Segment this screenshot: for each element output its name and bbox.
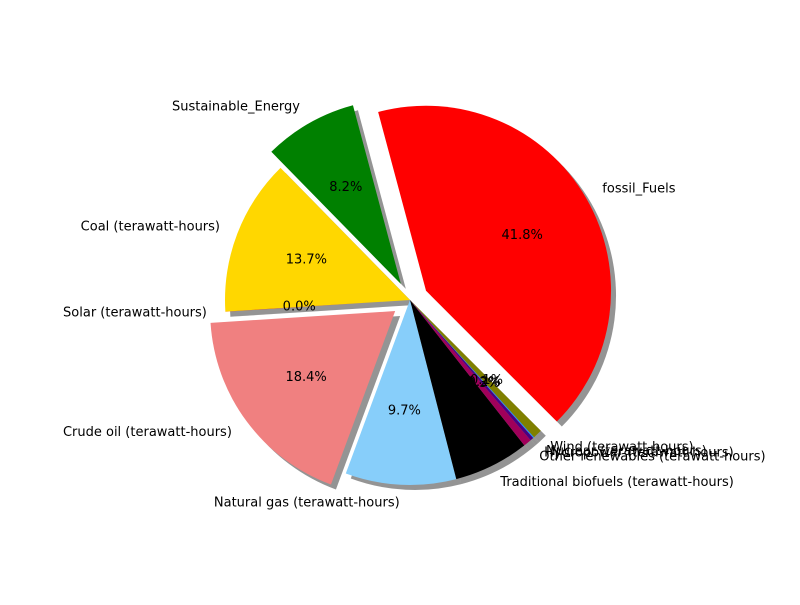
slice-shadow-solar-terawatt-hours xyxy=(230,305,415,317)
slice-label-hydropower-terawatt-hours: Hydropower (terawatt-hours) xyxy=(544,446,734,461)
percent-label-crude-oil-terawatt-hours: 18.4% xyxy=(285,370,326,385)
pie-slice-hydropower-terawatt-hours xyxy=(410,300,534,441)
pie-slice-crude-oil-terawatt-hours xyxy=(210,311,396,485)
slice-label-traditional-biofuels-terawatt-hours: Traditional biofuels (terawatt-hours) xyxy=(499,475,734,490)
slice-label-layer: fossil_Fuels Sustainable_Energy Coal (tera… xyxy=(63,100,766,511)
pie-slice-wind-terawatt-hours xyxy=(410,300,541,438)
pie-slice-coal-terawatt-hours xyxy=(224,167,410,312)
slice-label-other-renewables-terawatt-hours: Other renewables (terawatt-hours) xyxy=(539,450,765,465)
pie-slice-sustainable-energy xyxy=(271,105,401,284)
percent-label-sustainable-energy: 8.2% xyxy=(329,180,362,195)
slice-label-crude-oil-terawatt-hours: Crude oil (terawatt-hours) xyxy=(63,425,232,440)
pie-slice-other-renewables-terawatt-hours xyxy=(410,300,531,446)
slice-label-wind-terawatt-hours: Wind (terawatt-hours) xyxy=(550,440,693,455)
pie-slice-fossil-fuels xyxy=(378,105,612,422)
percent-label-hydropower-terawatt-hours: 0.3% xyxy=(467,376,500,391)
slice-label-coal-terawatt-hours: Coal (terawatt-hours) xyxy=(81,220,220,235)
pie-slice-nuclear-terawatt-hours xyxy=(410,300,535,438)
percent-label-wind-terawatt-hours: 0.1% xyxy=(470,373,503,388)
percent-label-natural-gas-terawatt-hours: 9.7% xyxy=(388,403,421,418)
pie-slice-natural-gas-terawatt-hours xyxy=(345,300,457,486)
percent-label-solar-terawatt-hours: 0.0% xyxy=(283,300,316,315)
percent-label-fossil-fuels: 41.8% xyxy=(502,228,543,243)
pie-slice-traditional-biofuels-terawatt-hours xyxy=(410,300,525,480)
percent-label-layer: 41.8% 8.2% 13.7% 0.0% 18.4% 9.7% 0.3%0.2%0.1% xyxy=(283,180,543,418)
slice-label-solar-terawatt-hours: Solar (terawatt-hours) xyxy=(63,305,207,320)
percent-label-coal-terawatt-hours: 13.7% xyxy=(286,253,327,268)
slice-label-sustainable-energy: Sustainable_Energy xyxy=(172,100,300,115)
slice-label-fossil-fuels: fossil_Fuels xyxy=(602,182,675,197)
slice-layer xyxy=(210,105,612,486)
slice-label-natural-gas-terawatt-hours: Natural gas (terawatt-hours) xyxy=(214,496,400,511)
slice-label-nuclear-terawatt-hours: Nuclear (terawatt-hours) xyxy=(546,444,707,459)
percent-label-nuclear-terawatt-hours: 0.2% xyxy=(468,375,501,390)
pie-slice-solar-terawatt-hours xyxy=(225,300,410,312)
